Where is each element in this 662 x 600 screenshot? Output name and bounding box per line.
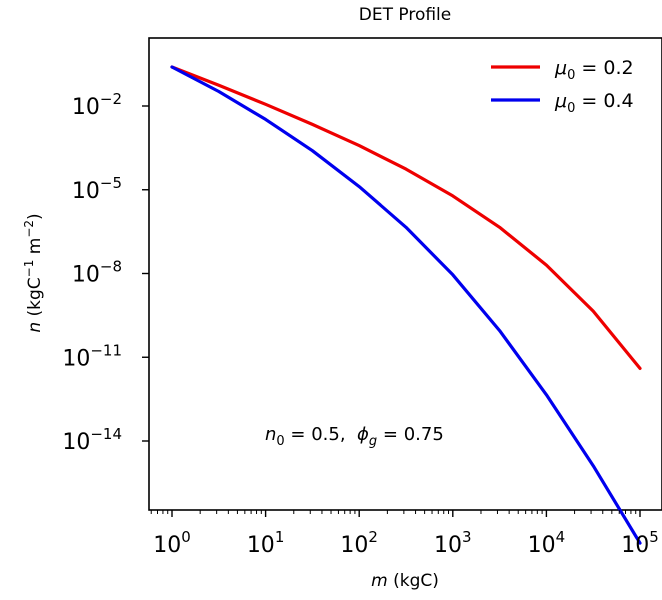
series-layer xyxy=(170,65,642,545)
x-tick-label: 100 xyxy=(153,528,191,558)
x-tick-label: 103 xyxy=(434,528,472,558)
series-line-0 xyxy=(170,65,642,370)
chart-title: DET Profile xyxy=(359,5,451,25)
y-tick-label: 10−14 xyxy=(62,425,122,455)
y-tick-label: 10−2 xyxy=(72,90,122,120)
parameter-annotation: n0 = 0.5, ϕg = 0.75 xyxy=(265,424,444,449)
y-axis-label: n (kgC−1 m−2) xyxy=(22,213,45,332)
legend-label-mu-0.2: μ0 = 0.2 xyxy=(554,57,634,83)
series-line-1 xyxy=(170,65,642,545)
y-tick-label: 10−11 xyxy=(62,341,122,371)
legend-label-mu-0.4: μ0 = 0.4 xyxy=(554,90,634,116)
x-axis-label: m (kgC) xyxy=(371,571,439,591)
y-tick-label: 10−8 xyxy=(72,258,122,288)
legend: μ0 = 0.2 μ0 = 0.4 xyxy=(491,57,634,116)
y-tick-label: 10−5 xyxy=(72,174,122,204)
y-axis-ticks: 10−2 10−5 10−8 10−11 10−14 xyxy=(62,90,149,455)
x-tick-label: 102 xyxy=(340,528,378,558)
x-tick-label: 101 xyxy=(247,528,285,558)
x-tick-label: 105 xyxy=(621,528,659,558)
x-axis-ticks: 100 101 102 103 104 105 xyxy=(150,510,659,558)
x-tick-label: 104 xyxy=(528,528,566,558)
